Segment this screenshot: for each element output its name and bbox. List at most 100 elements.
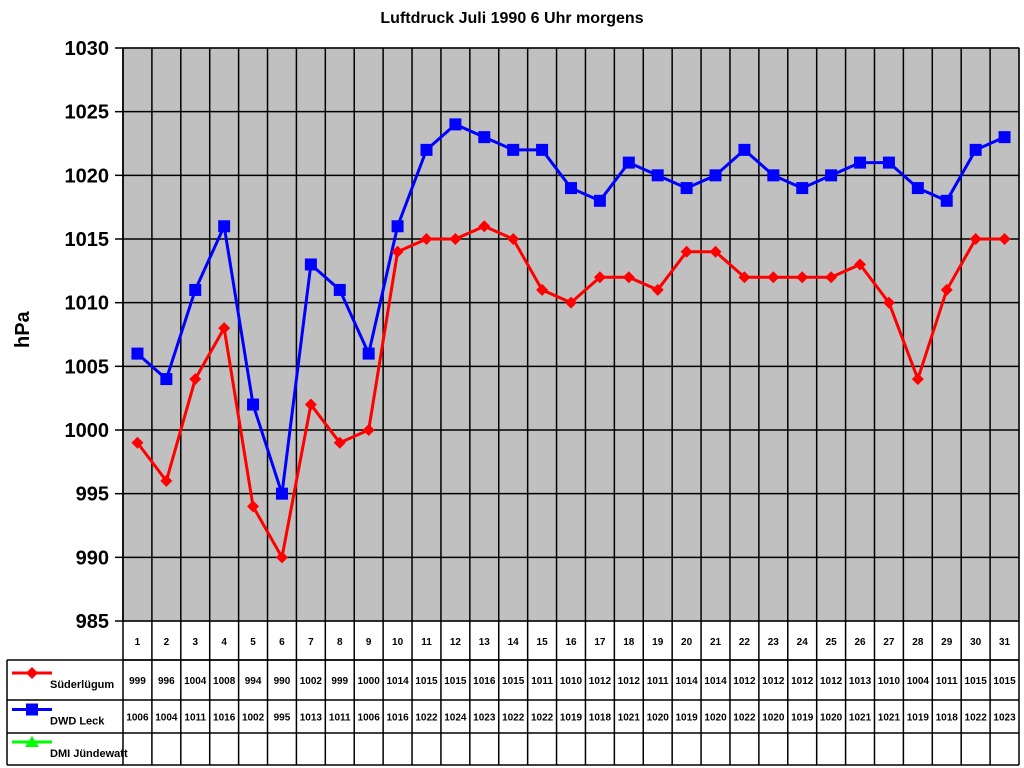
table-cell: 1021 bbox=[878, 713, 901, 724]
category-label: 7 bbox=[308, 637, 314, 648]
y-axis: 985 990 995 1000 1005 1010 1015 1020 1025 1030 bbox=[65, 38, 124, 633]
category-label: 22 bbox=[739, 637, 751, 648]
data-point-square bbox=[247, 398, 260, 411]
data-point-square bbox=[651, 169, 664, 182]
data-point-square bbox=[882, 156, 895, 169]
legend-label: Süderlügum bbox=[50, 679, 114, 691]
table-cell: 999 bbox=[129, 676, 146, 687]
table-cell: 1011 bbox=[936, 676, 958, 687]
plot-area bbox=[122, 47, 1020, 765]
category-label: 13 bbox=[479, 637, 491, 648]
category-label: 29 bbox=[941, 637, 953, 648]
table-cell: 1022 bbox=[733, 713, 756, 724]
data-point-square bbox=[738, 143, 751, 156]
table-cell: 1018 bbox=[936, 713, 959, 724]
table-cell: 1020 bbox=[762, 713, 785, 724]
data-point-diamond bbox=[622, 271, 635, 284]
data-point-square bbox=[593, 194, 606, 207]
table-cell: 1012 bbox=[820, 676, 843, 687]
table-cell: 994 bbox=[245, 676, 262, 687]
table-cell: 1011 bbox=[184, 713, 206, 724]
y-tick-label: 990 bbox=[76, 547, 109, 569]
data-point-diamond bbox=[565, 296, 577, 309]
data-point-diamond bbox=[333, 436, 346, 449]
table-cell: 1010 bbox=[560, 676, 583, 687]
table-cell: 1016 bbox=[386, 713, 409, 724]
legend-square-icon bbox=[26, 703, 38, 716]
table-cell: 1014 bbox=[704, 676, 727, 687]
table-cell: 1011 bbox=[531, 676, 553, 687]
y-tick-label: 1020 bbox=[65, 165, 110, 187]
data-point-diamond bbox=[738, 271, 751, 284]
table-cell: 1019 bbox=[907, 713, 930, 724]
category-label: 1 bbox=[135, 637, 141, 648]
table-cell: 1019 bbox=[675, 713, 698, 724]
data-point-square bbox=[218, 220, 231, 233]
table-cell: 1006 bbox=[126, 713, 149, 724]
data-point-diamond bbox=[247, 500, 260, 513]
data-point-diamond bbox=[420, 233, 433, 245]
table-cell: 1015 bbox=[965, 676, 988, 687]
data-point-square bbox=[969, 143, 982, 156]
table-cell: 1004 bbox=[155, 713, 178, 724]
data-point-square bbox=[362, 347, 375, 360]
data-point-diamond bbox=[478, 220, 491, 233]
legend-triangle-icon bbox=[25, 736, 39, 747]
category-label: 9 bbox=[366, 637, 372, 648]
category-label: 21 bbox=[710, 637, 722, 648]
data-point-square bbox=[680, 182, 693, 195]
table-cell: 1022 bbox=[965, 713, 988, 724]
table-cell: 1006 bbox=[358, 713, 381, 724]
table-cell: 1013 bbox=[300, 713, 323, 724]
data-point-diamond bbox=[680, 245, 693, 258]
category-label: 31 bbox=[999, 637, 1011, 648]
category-label: 17 bbox=[594, 637, 606, 648]
table-cell: 1016 bbox=[213, 713, 236, 724]
data-point-diamond bbox=[998, 233, 1011, 245]
table-cell: 1021 bbox=[849, 713, 872, 724]
table-cell: 1022 bbox=[415, 713, 438, 724]
category-label: 6 bbox=[279, 637, 285, 648]
data-point-diamond bbox=[796, 271, 809, 284]
category-label: 2 bbox=[164, 637, 170, 648]
category-label: 25 bbox=[826, 637, 838, 648]
data-point-diamond bbox=[304, 398, 317, 411]
data-point-square bbox=[825, 169, 838, 182]
y-tick-label: 1030 bbox=[65, 38, 110, 60]
table-cell: 1015 bbox=[444, 676, 467, 687]
data-point-diamond bbox=[969, 233, 982, 245]
data-point-square bbox=[160, 373, 173, 386]
table-cell: 1011 bbox=[329, 713, 351, 724]
data-point-diamond bbox=[536, 283, 549, 296]
table-cell: 1014 bbox=[675, 676, 698, 687]
table-cell: 1014 bbox=[386, 676, 409, 687]
category-label: 19 bbox=[652, 637, 664, 648]
table-cell: 1012 bbox=[791, 676, 814, 687]
chart-title: Luftdruck Juli 1990 6 Uhr morgens bbox=[380, 10, 644, 27]
data-point-square bbox=[911, 182, 924, 195]
table-cell: 1008 bbox=[213, 676, 236, 687]
table-cell: 1004 bbox=[184, 676, 207, 687]
data-point-square bbox=[767, 169, 780, 182]
legend-label: DWD Leck bbox=[50, 716, 105, 728]
data-point-square bbox=[391, 220, 404, 233]
category-label: 28 bbox=[912, 637, 924, 648]
table-cell: 1022 bbox=[502, 713, 525, 724]
table-cell: 1024 bbox=[444, 713, 467, 724]
data-point-diamond bbox=[275, 551, 288, 564]
table-cell: 1015 bbox=[415, 676, 438, 687]
table-cell: 1023 bbox=[993, 713, 1016, 724]
table-cell: 1020 bbox=[647, 713, 670, 724]
y-tick-label: 1015 bbox=[65, 229, 110, 251]
table-cell: 1023 bbox=[473, 713, 496, 724]
data-point-diamond bbox=[391, 245, 404, 258]
category-label: 30 bbox=[970, 637, 982, 648]
data-point-square bbox=[998, 131, 1011, 144]
table-cell: 1011 bbox=[647, 676, 669, 687]
category-label: 24 bbox=[797, 637, 809, 648]
y-tick-label: 995 bbox=[76, 484, 109, 506]
data-point-diamond bbox=[507, 233, 520, 245]
data-point-diamond bbox=[854, 258, 867, 271]
data-point-diamond bbox=[825, 271, 838, 284]
data-point-square bbox=[131, 347, 144, 360]
